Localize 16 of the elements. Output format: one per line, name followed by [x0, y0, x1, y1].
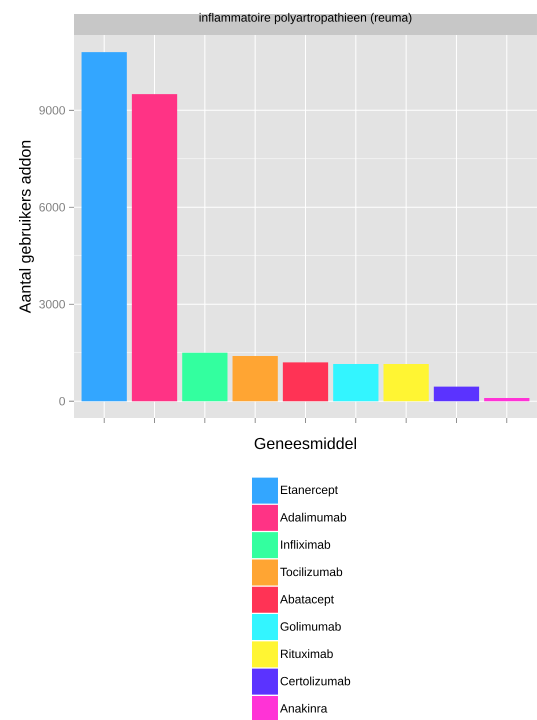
chart-title: inflammatoire polyartropathieen (reuma) — [200, 12, 412, 24]
y-tick-label: 6000 — [39, 203, 65, 212]
legend-label: Certolizumab — [280, 676, 350, 686]
y-axis-title: Aantal gebruikers addon — [18, 140, 34, 314]
y-tick-label: 3000 — [39, 300, 65, 308]
legend-label: Etanercept — [280, 486, 338, 496]
x-axis-title: Geneesmiddel — [254, 437, 356, 450]
legend-label: Anakinra — [280, 704, 328, 713]
legend-label: Adalimumab — [280, 512, 346, 522]
legend-label: Rituximab — [280, 649, 333, 658]
y-tick-label: 0 — [59, 396, 65, 406]
legend-label: Infliximab — [281, 540, 330, 549]
legend-label: Golimumab — [280, 622, 341, 631]
y-tick-label: 9000 — [39, 106, 65, 115]
legend-label: Tocilizumab — [280, 567, 342, 576]
legend-label: Abatacept — [280, 594, 334, 606]
